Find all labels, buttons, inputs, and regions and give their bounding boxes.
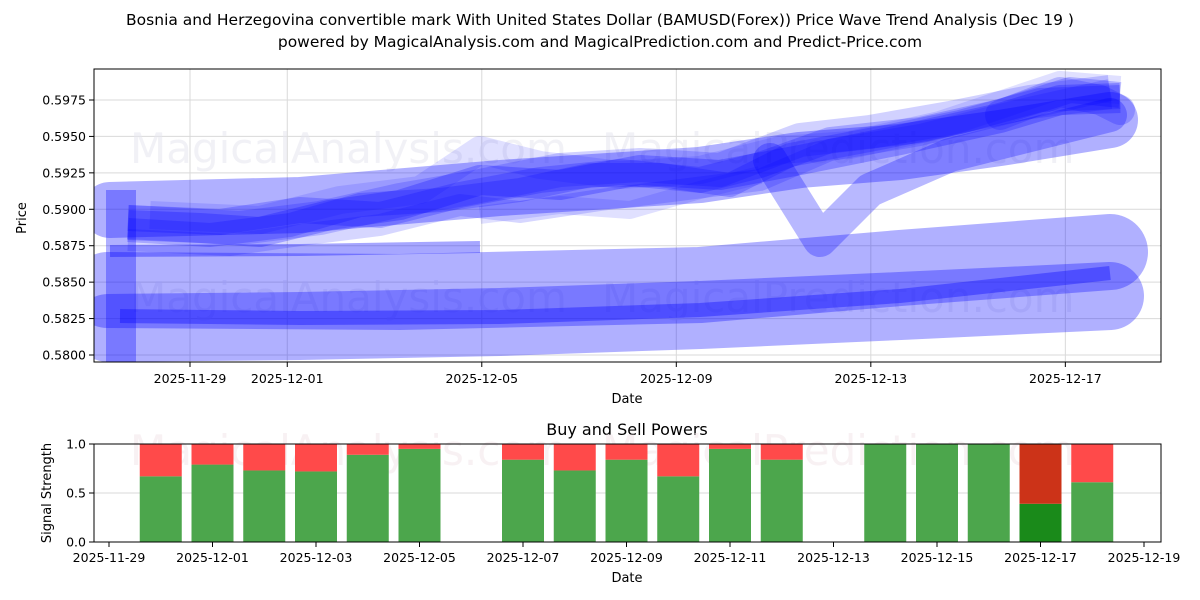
watermark: MagicalPrediction.com: [602, 124, 1075, 173]
signal-y-label: Signal Strength: [40, 443, 55, 543]
signal-bar: [709, 444, 751, 542]
buy-segment: [967, 444, 1010, 542]
signal-bar: [657, 444, 700, 542]
signal-bar: [864, 444, 907, 542]
y-tick-label: 0.5975: [42, 92, 86, 107]
watermark: MagicalPrediction.com: [602, 273, 1075, 322]
buy-segment: [398, 448, 441, 542]
signal-bar: [916, 444, 958, 542]
chart-title: Bosnia and Herzegovina convertible mark …: [126, 11, 1074, 29]
x-tick-label: 2025-11-29: [73, 550, 146, 565]
buy-segment: [709, 448, 751, 542]
signal-bar: [1019, 444, 1062, 542]
signal-x-label: Date: [611, 571, 642, 586]
sell-segment: [243, 444, 286, 471]
x-tick-label: 2025-12-13: [797, 550, 870, 565]
sell-segment: [1019, 444, 1062, 504]
x-tick-label: 2025-12-03: [280, 550, 353, 565]
x-tick-label: 2025-12-01: [176, 550, 249, 565]
sell-segment: [398, 444, 441, 449]
buy-segment: [295, 471, 337, 542]
y-tick-label: 1.0: [66, 437, 86, 452]
x-tick-label: 2025-12-05: [445, 371, 518, 386]
buy-segment: [760, 459, 803, 542]
y-tick-label: 0.5800: [42, 348, 86, 363]
signal-bar: [605, 444, 648, 542]
y-tick-label: 0.5950: [42, 129, 86, 144]
y-tick-label: 0.0: [66, 535, 86, 550]
buy-segment: [243, 470, 286, 542]
signal-bar: [398, 444, 441, 542]
x-tick-label: 2025-12-17: [1029, 371, 1102, 386]
signal-chart-title: Buy and Sell Powers: [546, 420, 708, 439]
buy-segment: [1071, 482, 1114, 542]
watermark: MagicalAnalysis.com: [130, 124, 567, 173]
signal-x-axis: 2025-11-29 2025-12-01 2025-12-03 2025-12-05…: [73, 542, 1181, 565]
buy-segment: [553, 470, 596, 542]
buy-segment: [191, 464, 234, 542]
signal-bar: [1071, 444, 1114, 542]
y-tick-label: 0.5925: [42, 165, 86, 180]
sell-segment: [139, 444, 182, 477]
y-tick-label: 0.5825: [42, 311, 86, 326]
x-tick-label: 2025-12-07: [487, 550, 560, 565]
buy-segment: [502, 459, 544, 542]
sell-segment: [657, 444, 700, 477]
signal-bar: [295, 444, 337, 542]
sell-segment: [502, 444, 544, 460]
x-tick-label: 2025-12-09: [590, 550, 663, 565]
signal-bar: [139, 444, 182, 542]
sell-segment: [295, 444, 337, 472]
watermark: MagicalAnalysis.com: [130, 273, 567, 322]
y-tick-label: 0.5900: [42, 202, 86, 217]
x-tick-label: 2025-12-13: [834, 371, 907, 386]
signal-bar: [243, 444, 286, 542]
signal-bar: [191, 444, 234, 542]
x-tick-label: 2025-12-17: [1004, 550, 1077, 565]
price-chart: MagicalAnalysis.com MagicalPrediction.co…: [15, 68, 1162, 407]
x-tick-label: 2025-12-09: [640, 371, 713, 386]
x-tick-label: 2025-11-29: [154, 371, 227, 386]
sell-segment: [191, 444, 234, 465]
signal-y-axis: 0.0 0.5 1.0: [66, 437, 94, 550]
price-x-axis: 2025-11-29 2025-12-01 2025-12-05 2025-12-09…: [154, 362, 1102, 386]
sell-segment: [346, 444, 389, 455]
price-y-axis: 0.5800 0.5825 0.5850 0.5875 0.5900 0.5925 0.59…: [42, 92, 94, 363]
signal-bar: [502, 444, 544, 542]
x-tick-label: 2025-12-11: [694, 550, 767, 565]
y-tick-label: 0.5875: [42, 238, 86, 253]
price-axes-frame: [93, 68, 1162, 363]
buy-segment: [1019, 503, 1062, 542]
signal-chart: Buy and Sell Powers MagicalAnalysis.com …: [40, 420, 1180, 586]
sell-segment: [553, 444, 596, 471]
signal-bar: [553, 444, 596, 542]
buy-segment: [605, 459, 648, 542]
buy-segment: [864, 444, 907, 542]
buy-segment: [657, 476, 700, 542]
price-y-label: Price: [15, 202, 30, 234]
x-tick-label: 2025-12-19: [1108, 550, 1181, 565]
signal-bar: [346, 444, 389, 542]
signal-bar: [967, 444, 1010, 542]
y-tick-label: 0.5850: [42, 275, 86, 290]
x-tick-label: 2025-12-01: [251, 371, 324, 386]
sell-segment: [1071, 444, 1114, 483]
signal-bars: [139, 444, 1114, 542]
signal-bar: [760, 444, 803, 542]
price-grid: [94, 69, 1161, 362]
buy-segment: [139, 476, 182, 542]
y-tick-label: 0.5: [66, 486, 86, 501]
chart-subtitle: powered by MagicalAnalysis.com and Magic…: [277, 33, 923, 51]
price-x-label: Date: [611, 392, 642, 407]
sell-segment: [760, 444, 803, 460]
buy-segment: [346, 454, 389, 542]
x-tick-label: 2025-12-05: [383, 550, 456, 565]
sell-segment: [605, 444, 648, 460]
x-tick-label: 2025-12-15: [901, 550, 974, 565]
buy-segment: [916, 444, 958, 542]
wave-bands: [94, 71, 1148, 362]
sell-segment: [709, 444, 751, 449]
